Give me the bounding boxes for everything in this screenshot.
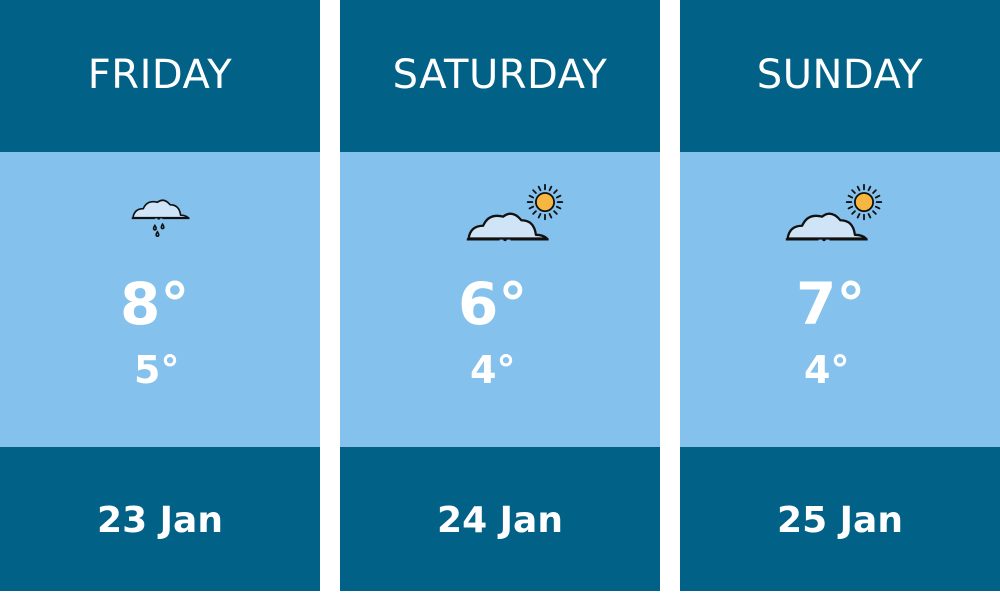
forecast-body: 8° 5° xyxy=(0,152,320,447)
cloud-sun-icon xyxy=(784,183,883,243)
date: 25 Jan xyxy=(680,447,1000,591)
day-name: SATURDAY xyxy=(340,0,660,152)
day-card-saturday: SATURDAY 6° 4° 24 Jan xyxy=(340,0,660,591)
low-temp: 5° xyxy=(134,348,180,392)
day-card-sunday: SUNDAY 7° 4° 25 Jan xyxy=(680,0,1000,591)
high-temp: 7° xyxy=(796,270,866,338)
forecast-body: 7° 4° xyxy=(680,152,1000,447)
high-temp: 6° xyxy=(458,270,528,338)
date: 24 Jan xyxy=(340,447,660,591)
date: 23 Jan xyxy=(0,447,320,591)
low-temp: 4° xyxy=(470,348,516,392)
cloud-rain-icon xyxy=(130,199,190,237)
cloud-sun-icon xyxy=(465,183,564,243)
high-temp: 8° xyxy=(120,270,190,338)
low-temp: 4° xyxy=(804,348,850,392)
day-card-friday: FRIDAY 8° 5° 23 Jan xyxy=(0,0,320,591)
day-name: SUNDAY xyxy=(680,0,1000,152)
forecast-body: 6° 4° xyxy=(340,152,660,447)
day-name: FRIDAY xyxy=(0,0,320,152)
